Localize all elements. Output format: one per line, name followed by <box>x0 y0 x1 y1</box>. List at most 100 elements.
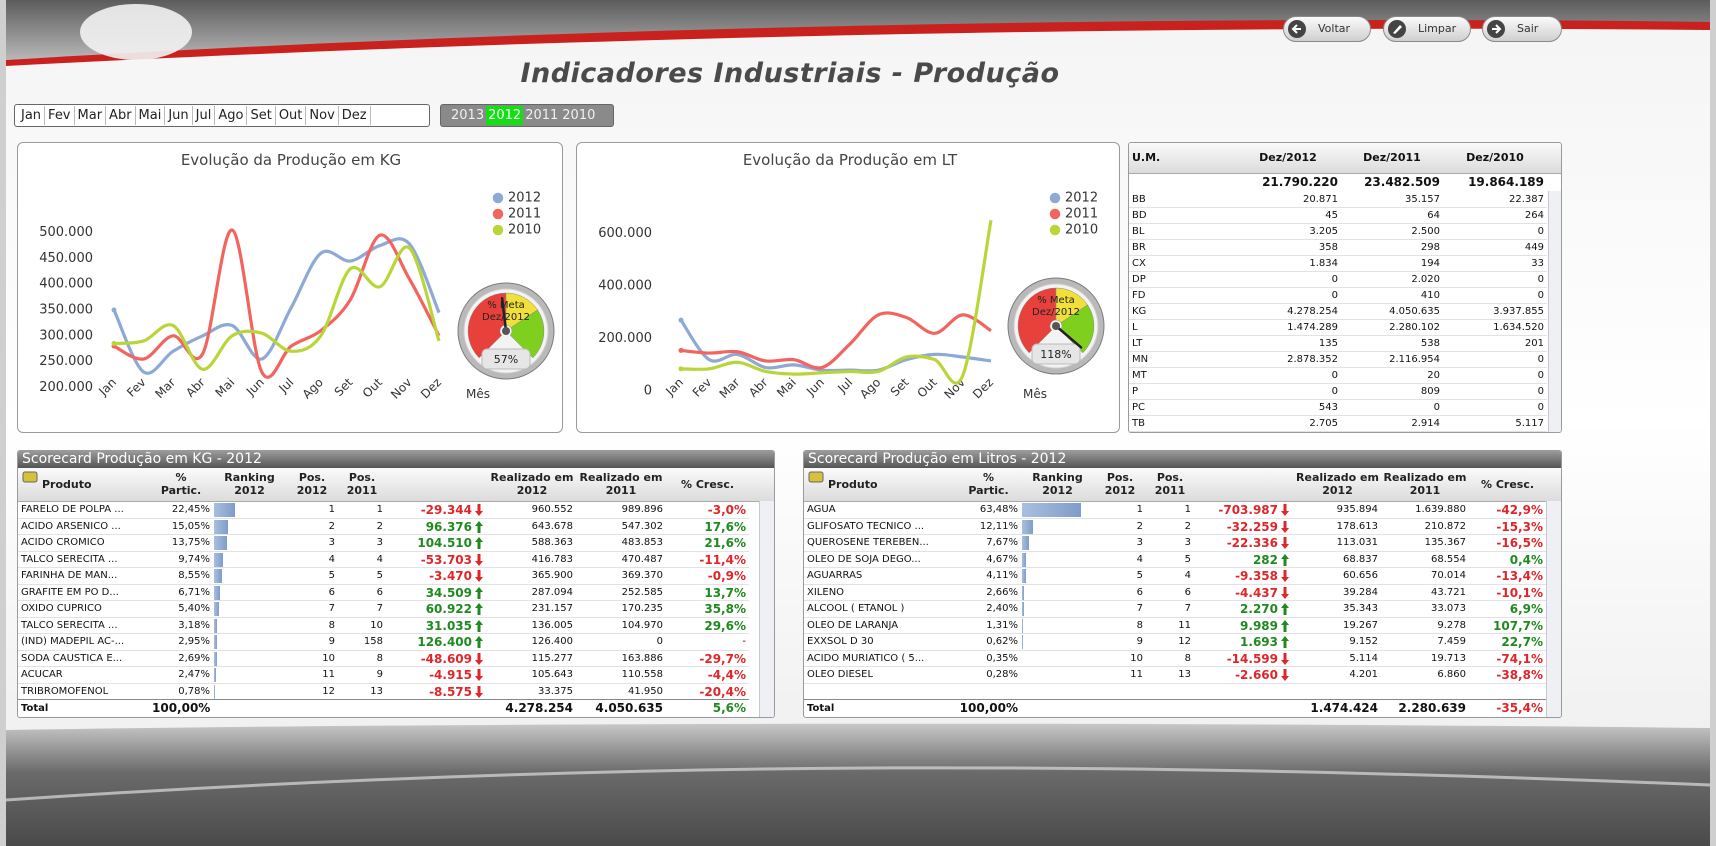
scrollbar <box>1548 191 1562 432</box>
trend-arrow <box>474 652 484 666</box>
year-button[interactable]: 2010 <box>560 106 597 125</box>
exit-button[interactable]: Sair <box>1482 16 1562 42</box>
table-cell: 2.280.102 <box>1341 320 1443 336</box>
table-cell: 12 <box>1146 634 1194 651</box>
legend-swatch <box>1049 208 1061 220</box>
month-button[interactable]: Mai <box>136 106 166 125</box>
share-bar <box>214 569 222 583</box>
table-cell: (IND) MADEPIL AC-... <box>18 634 149 651</box>
x-tick-label: Dez <box>970 375 996 401</box>
arrow-shape <box>1281 603 1289 615</box>
arrow-shape <box>1281 521 1289 533</box>
month-button[interactable]: Jun <box>165 106 192 125</box>
table-cell: 935.894 <box>1294 502 1381 519</box>
table-cell: 369.370 <box>576 568 666 585</box>
y-tick-label: 600.000 <box>598 226 652 241</box>
table-cell: 0 <box>1235 368 1341 384</box>
table-cell: 470.487 <box>576 552 666 569</box>
x-tick-label: Mai <box>774 375 799 400</box>
month-button[interactable]: Nov <box>306 106 338 125</box>
point-marker <box>679 318 684 323</box>
table-cell: 6 <box>338 585 386 602</box>
gauge-value-label: 57% <box>494 353 518 366</box>
year-button[interactable]: 2013 <box>449 106 486 125</box>
table-cell: 1 <box>286 502 338 519</box>
table-cell: -29.344 <box>386 502 488 519</box>
total-cell: 23.482.509 <box>1341 174 1443 191</box>
table-cell: 68.837 <box>1294 552 1381 569</box>
table-cell: 2.020 <box>1341 272 1443 288</box>
header-line: 2012 <box>488 484 576 497</box>
month-button[interactable]: Fev <box>45 106 74 125</box>
table-cell: 2.500 <box>1341 224 1443 240</box>
month-button[interactable]: Out <box>276 106 307 125</box>
table-cell: 9.152 <box>1294 634 1381 651</box>
table-cell: TALCO SERECITA ... <box>18 618 149 635</box>
clear-button[interactable]: Limpar <box>1383 16 1471 42</box>
table-cell: 158 <box>338 634 386 651</box>
y-tick-label: 200.000 <box>39 380 93 395</box>
series-line <box>114 239 439 373</box>
share-bar <box>1022 602 1024 616</box>
share-bar <box>214 668 216 682</box>
table-cell: 12,11% <box>956 519 1021 536</box>
table-cell: CX <box>1129 256 1235 272</box>
year-button[interactable]: 2012 <box>486 106 523 125</box>
share-bar <box>214 602 219 616</box>
share-bar <box>1022 619 1023 633</box>
table-cell: L <box>1129 320 1235 336</box>
table-cell: 178.613 <box>1294 519 1381 536</box>
table-cell: 43.721 <box>1381 585 1469 602</box>
scorecard: Scorecard Produção em KG - 2012Produto%P… <box>17 450 775 718</box>
point-marker <box>112 308 117 313</box>
table-cell: -14.599 <box>1194 651 1294 668</box>
table-cell: 2.116.954 <box>1341 352 1443 368</box>
back-button[interactable]: Voltar <box>1283 16 1371 42</box>
table-cell: 0 <box>1443 384 1547 400</box>
table-cell: - <box>666 634 749 651</box>
table-cell: -3.470 <box>386 568 488 585</box>
x-tick-label: Nov <box>388 375 414 401</box>
arrow-shape <box>475 669 483 681</box>
table-cell: 588.363 <box>488 535 576 552</box>
table-cell: 10 <box>1094 651 1146 668</box>
trend-arrow <box>474 553 484 567</box>
table-cell: 210.872 <box>1381 519 1469 536</box>
table-cell: 3,18% <box>149 618 213 635</box>
icon-shape <box>23 472 37 482</box>
table-cell: 136.005 <box>488 618 576 635</box>
column-header: Pos.2012 <box>286 471 338 497</box>
dashboard: Indicadores Industriais - Produção Volta… <box>0 0 1716 846</box>
table-cell: P <box>1129 384 1235 400</box>
table-cell: 135 <box>1235 336 1341 352</box>
table-cell: -20,4% <box>666 684 749 701</box>
table-cell: 10 <box>286 651 338 668</box>
table-cell: MN <box>1129 352 1235 368</box>
column-header: %Partic. <box>149 471 213 497</box>
month-button[interactable]: Set <box>247 106 275 125</box>
table-cell: 4,67% <box>956 552 1021 569</box>
year-button[interactable]: 2011 <box>523 106 560 125</box>
x-tick-label: Jan <box>662 375 686 399</box>
y-tick-label: 350.000 <box>39 303 93 318</box>
x-tick-label: Jun <box>803 375 827 399</box>
page-title: Indicadores Industriais - Produção <box>0 58 1580 89</box>
month-button[interactable]: Ago <box>215 106 247 125</box>
table-cell: 7.459 <box>1381 634 1469 651</box>
month-button[interactable]: Jan <box>18 106 45 125</box>
month-button[interactable]: Abr <box>106 106 136 125</box>
header-line: Pos. <box>286 471 338 484</box>
table-cell: KG <box>1129 304 1235 320</box>
column-header: U.M. <box>1129 143 1235 173</box>
arrow-shape <box>1281 587 1289 599</box>
month-button[interactable]: Jul <box>193 106 216 125</box>
table-cell: 547.302 <box>576 519 666 536</box>
arrow-shape <box>1281 537 1289 549</box>
table-cell: 7 <box>338 601 386 618</box>
trend-arrow <box>1280 569 1290 583</box>
month-button[interactable]: Dez <box>339 106 371 125</box>
table-cell: -48.609 <box>386 651 488 668</box>
month-button[interactable]: Mar <box>75 106 107 125</box>
table-cell: 2,69% <box>149 651 213 668</box>
legend-swatch <box>492 208 504 220</box>
